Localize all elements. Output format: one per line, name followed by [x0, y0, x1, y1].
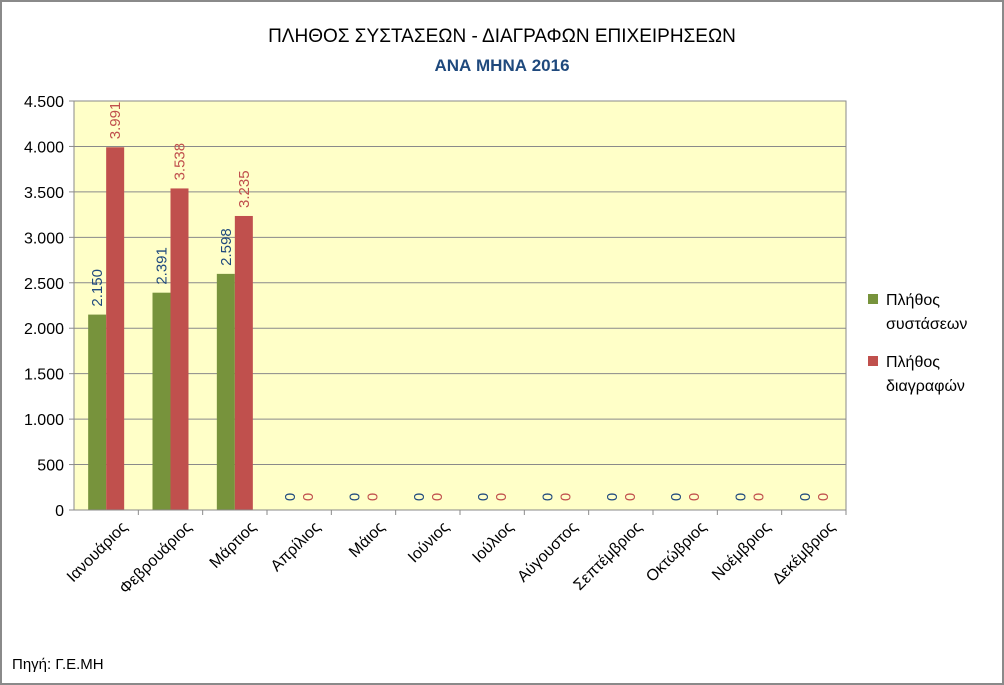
bar [88, 314, 107, 510]
data-label: 3.538 [172, 143, 189, 181]
y-tick-label: 2.500 [24, 276, 64, 293]
data-label: 0 [411, 493, 428, 501]
data-label: 0 [668, 493, 685, 501]
x-tick-label: Δεκέμβριος [770, 519, 839, 588]
data-label: 0 [751, 493, 768, 501]
y-axis-ticks: 0 500 1.000 1.500 2.000 2.500 3.000 3.500 4.000 4… [24, 94, 75, 520]
legend: Πλήθος συστάσεων Πλήθος διαγραφών [868, 292, 967, 395]
chart-subtitle: ΑΝΑ ΜΗΝΑ 2016 [434, 56, 569, 75]
gridlines [74, 145, 846, 466]
x-tick-label: Ιούλιος [469, 519, 517, 567]
data-label: 0 [365, 493, 382, 501]
y-tick-label: 1.500 [24, 367, 64, 384]
y-tick-label: 4.000 [24, 139, 64, 156]
y-tick-label: 3.000 [24, 230, 64, 247]
plot-area [73, 100, 847, 511]
data-label: 2.391 [154, 247, 171, 285]
y-tick-label: 4.500 [24, 94, 64, 111]
x-tick-label: Αύγουστος [514, 519, 581, 586]
bars [88, 147, 253, 511]
data-label: 3.235 [236, 170, 253, 208]
data-label: 2.598 [218, 228, 235, 266]
data-label: 0 [604, 493, 621, 501]
data-label: 0 [558, 493, 575, 501]
x-tick-label: Ιανουάριος [64, 519, 131, 586]
x-tick-label: Νοέμβριος [709, 519, 774, 584]
y-tick-label: 3.500 [24, 185, 64, 202]
data-label: 0 [347, 493, 364, 501]
bar [216, 273, 235, 510]
bar [106, 147, 125, 510]
x-tick-label: Απρίλιος [268, 519, 324, 575]
y-tick-label: 500 [37, 458, 64, 475]
x-tick-label: Ιούνιος [405, 519, 453, 567]
legend-label: Πλήθος [886, 354, 940, 371]
data-label: 0 [540, 493, 557, 501]
data-label: 0 [622, 493, 639, 501]
data-label: 0 [475, 493, 492, 501]
y-tick-label: 2.000 [24, 321, 64, 338]
y-tick-label: 0 [55, 503, 64, 520]
data-label: 2.150 [89, 269, 106, 307]
data-label: 0 [493, 493, 510, 501]
data-label: 0 [797, 493, 814, 501]
data-label: 0 [282, 493, 299, 501]
source-note: Πηγή: Γ.Ε.ΜΗ [12, 656, 104, 673]
bar [152, 292, 171, 510]
legend-label: Πλήθος [886, 292, 940, 309]
legend-label: διαγραφών [886, 378, 965, 395]
data-label: 0 [815, 493, 832, 501]
legend-label: συστάσεων [886, 316, 967, 333]
data-label: 0 [733, 493, 750, 501]
y-tick-label: 1.000 [24, 412, 64, 429]
bar [170, 188, 189, 510]
x-tick-label: Οκτώβριος [643, 519, 710, 586]
data-label: 0 [686, 493, 703, 501]
x-tick-label: Μάρτιος [207, 519, 260, 572]
data-label: 0 [429, 493, 446, 501]
chart-title: ΠΛΗΘΟΣ ΣΥΣΤΑΣΕΩΝ - ΔΙΑΓΡΑΦΩΝ ΕΠΙΧΕΙΡΗΣΕΩ… [268, 26, 736, 47]
x-tick-label: Σεπτέμβριος [571, 519, 646, 594]
bar [234, 215, 253, 511]
data-label: 3.991 [107, 102, 124, 140]
data-label: 0 [300, 493, 317, 501]
legend-swatch [868, 356, 878, 366]
x-tick-label: Μάιος [346, 519, 388, 561]
legend-swatch [868, 294, 878, 304]
